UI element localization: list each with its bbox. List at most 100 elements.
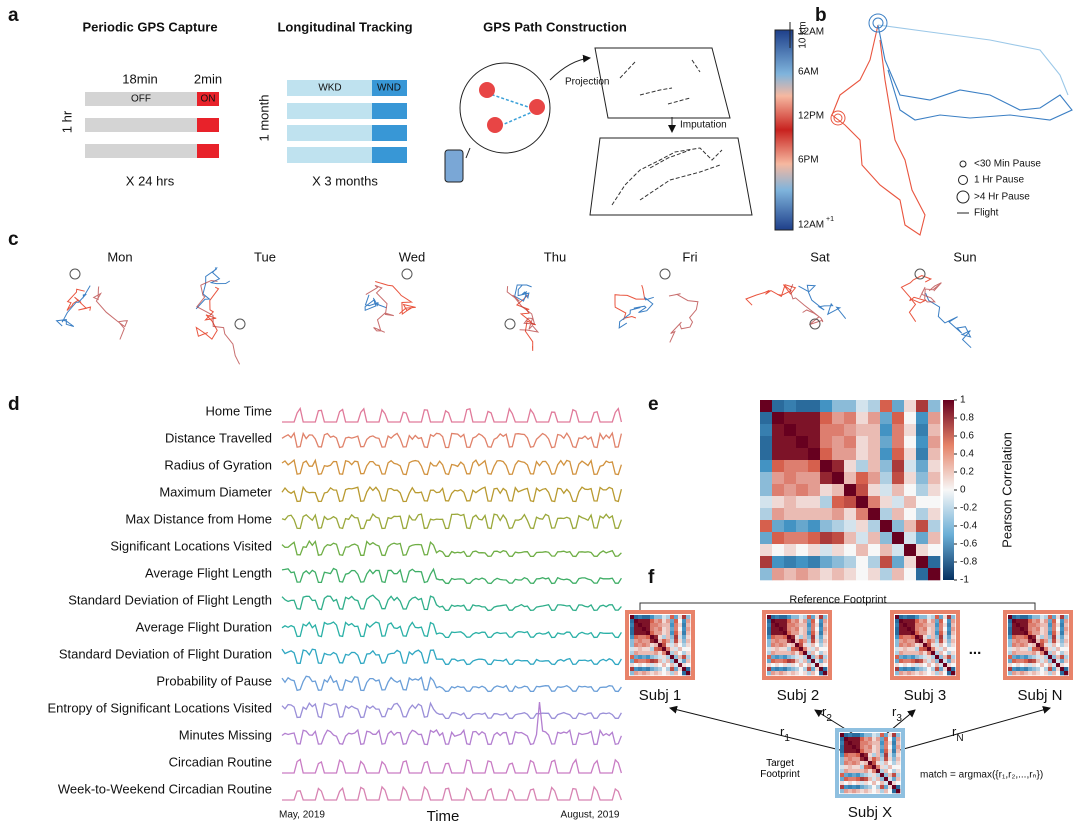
heat-cell — [1044, 635, 1048, 639]
heat-cell — [904, 436, 916, 448]
heat-cell — [807, 619, 811, 623]
heat-cell — [760, 520, 772, 532]
heat-cell — [892, 781, 896, 785]
heat-cell — [916, 520, 928, 532]
heat-cell — [1044, 667, 1048, 671]
heat-cell — [646, 647, 650, 651]
heat-cell — [642, 619, 646, 623]
heat-cell — [678, 635, 682, 639]
heat-cell — [666, 619, 670, 623]
heat-cell — [864, 761, 868, 765]
heat-cell — [868, 753, 872, 757]
target-label: Target Footprint — [745, 758, 815, 780]
heat-cell — [856, 496, 868, 508]
heat-cell — [791, 671, 795, 675]
heat-cell — [784, 532, 796, 544]
heat-cell — [832, 412, 844, 424]
heat-cell — [895, 659, 899, 663]
legend-entry: <30 Min Pause — [974, 159, 1041, 170]
heat-cell — [658, 619, 662, 623]
heat-cell — [860, 737, 864, 741]
heat-cell — [650, 659, 654, 663]
heat-cell — [895, 651, 899, 655]
heat-cell — [951, 659, 955, 663]
day-path — [196, 287, 218, 339]
heat-cell — [927, 631, 931, 635]
heat-cell — [1036, 619, 1040, 623]
heat-cell — [799, 639, 803, 643]
heat-cell — [888, 749, 892, 753]
feature-label: Entropy of Significant Locations Visited — [47, 700, 272, 715]
heat-cell — [678, 627, 682, 631]
heat-cell — [630, 635, 634, 639]
heat-cell — [915, 627, 919, 631]
heat-cell — [674, 627, 678, 631]
heat-cell — [819, 619, 823, 623]
home-marker — [915, 269, 925, 279]
heat-cell — [931, 631, 935, 635]
heat-cell — [662, 631, 666, 635]
heat-cell — [678, 651, 682, 655]
heat-cell — [860, 757, 864, 761]
heat-cell — [807, 659, 811, 663]
label: WKD — [318, 83, 341, 94]
heat-cell — [923, 671, 927, 675]
heat-cell — [808, 556, 820, 568]
r-label: r1 — [780, 724, 790, 743]
heat-cell — [654, 659, 658, 663]
heat-cell — [844, 789, 848, 793]
heat-cell — [856, 745, 860, 749]
heat-cell — [868, 520, 880, 532]
r-label: r3 — [892, 704, 902, 723]
label: 1 month — [256, 95, 271, 142]
heat-cell — [911, 623, 915, 627]
home-marker — [235, 319, 245, 329]
heat-cell — [784, 508, 796, 520]
heat-cell — [919, 663, 923, 667]
heat-cell — [927, 655, 931, 659]
heat-cell — [811, 647, 815, 651]
heat-cell — [840, 765, 844, 769]
heat-cell — [658, 615, 662, 619]
heat-cell — [856, 785, 860, 789]
heat-cell — [662, 627, 666, 631]
heat-cell — [951, 667, 955, 671]
heat-cell — [815, 659, 819, 663]
heat-cell — [686, 639, 690, 643]
heat-cell — [856, 749, 860, 753]
legend-entry: 1 Hr Pause — [974, 175, 1024, 186]
heat-cell — [939, 635, 943, 639]
heat-cell — [876, 785, 880, 789]
heat-cell — [907, 639, 911, 643]
heat-cell — [848, 781, 852, 785]
heat-cell — [772, 412, 784, 424]
heat-cell — [808, 424, 820, 436]
heat-cell — [943, 639, 947, 643]
heat-cell — [823, 667, 827, 671]
day-path — [57, 286, 91, 327]
day-path — [669, 294, 698, 343]
heat-cell — [783, 615, 787, 619]
heat-cell — [811, 623, 815, 627]
heat-cell — [1008, 667, 1012, 671]
feature-label: Week-to-Weekend Circadian Routine — [58, 781, 272, 796]
heat-cell — [931, 635, 935, 639]
heat-cell — [1032, 639, 1036, 643]
heat-cell — [899, 635, 903, 639]
panel-label: f — [648, 567, 655, 588]
heat-cell — [642, 635, 646, 639]
capture-bars — [85, 92, 219, 158]
heat-cell — [1032, 671, 1036, 675]
heat-cell — [892, 773, 896, 777]
heat-cell — [1024, 667, 1028, 671]
heat-cell — [775, 671, 779, 675]
heat-cell — [916, 532, 928, 544]
heat-cell — [1024, 655, 1028, 659]
heat-cell — [634, 619, 638, 623]
heat-cell — [1040, 631, 1044, 635]
heat-cell — [1012, 651, 1016, 655]
heat-cell — [1060, 659, 1064, 663]
heat-cell — [1064, 643, 1068, 647]
heat-cell — [662, 659, 666, 663]
heat-cell — [799, 667, 803, 671]
